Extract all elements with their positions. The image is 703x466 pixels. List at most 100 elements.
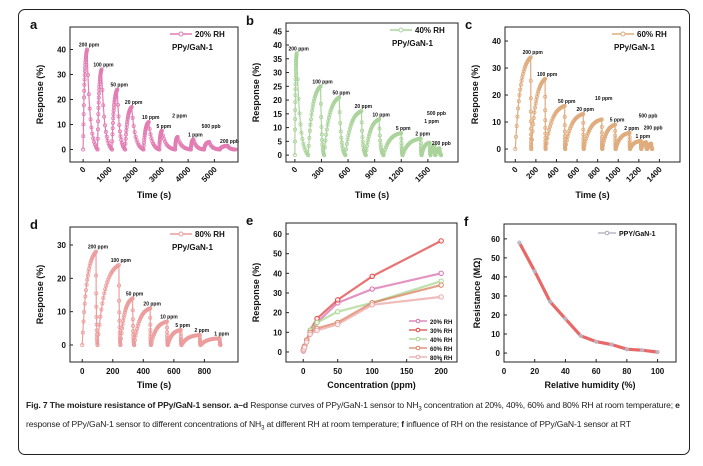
data-point <box>517 240 522 245</box>
x-tick-label: 400 <box>545 165 561 181</box>
concentration-label: 200 ppb <box>220 139 239 145</box>
data-point <box>320 145 325 150</box>
data-point <box>383 145 388 150</box>
data-point <box>528 55 533 60</box>
data-point <box>118 336 123 341</box>
x-axis-label: Concentration (ppm) <box>327 380 416 390</box>
data-point <box>581 120 586 125</box>
data-point <box>614 144 619 149</box>
data-point <box>95 342 100 347</box>
data-point <box>103 123 108 128</box>
data-point <box>543 76 548 81</box>
panel-d: d 0 10 20 30 0 200 400 600 800 Time (s) Response (%… <box>30 217 239 390</box>
y-axis-label: Response (%) <box>35 265 45 325</box>
x-tick-label: 900 <box>363 165 379 181</box>
y-tick-label: 30 <box>492 64 501 73</box>
data-point <box>307 135 312 140</box>
x-tick-label: 2000 <box>121 165 140 184</box>
data-point <box>325 123 330 128</box>
data-point <box>117 298 122 303</box>
y-tick-label: 20 <box>273 309 282 318</box>
data-point <box>365 144 370 149</box>
data-point <box>293 100 298 105</box>
data-point <box>85 273 90 278</box>
y-tick-label: 10 <box>57 308 66 317</box>
data-point <box>207 139 212 144</box>
data-point <box>367 132 372 137</box>
panel-letter: c <box>465 17 472 32</box>
concentration-label: 100 ppm <box>93 63 114 69</box>
data-point <box>82 310 87 315</box>
concentration-label: 10 ppm <box>160 315 178 321</box>
data-point <box>343 153 348 158</box>
legend-marker <box>415 345 421 351</box>
caption-segment: e <box>675 400 680 410</box>
data-point <box>613 137 618 142</box>
data-point <box>338 121 343 126</box>
y-tick-label: 60 <box>491 235 500 244</box>
data-point <box>136 321 141 326</box>
data-point <box>159 128 164 133</box>
data-point <box>111 105 116 110</box>
x-tick-label: 100 <box>366 367 380 376</box>
data-point <box>85 277 90 282</box>
legend-marker <box>415 318 421 324</box>
caption-segment: concentration at 20%, 40%, 60% and 80% R… <box>421 400 676 410</box>
data-point <box>80 342 85 347</box>
y-tick-label: 0 <box>278 348 283 357</box>
data-point <box>95 147 100 152</box>
caption-segment: Fig. 7 The moisture resistance of PPy/Ga… <box>26 400 234 410</box>
data-point <box>567 128 572 133</box>
data-point <box>97 84 102 89</box>
data-point <box>536 89 541 94</box>
data-point <box>312 94 317 99</box>
data-point <box>318 84 323 89</box>
data-point <box>563 147 568 152</box>
data-point <box>81 319 86 324</box>
data-point <box>418 136 423 141</box>
data-point <box>292 153 297 158</box>
data-point <box>581 127 586 132</box>
panel-letter: a <box>30 17 38 32</box>
data-point <box>339 140 344 145</box>
data-point <box>311 101 316 106</box>
data-point <box>529 147 534 152</box>
data-point <box>132 338 137 343</box>
data-point <box>303 148 308 153</box>
concentration-label: 500 ppb <box>639 113 658 119</box>
caption-segment: 3 <box>261 425 265 432</box>
concentration-label: 2 ppm <box>624 126 639 132</box>
data-point <box>120 322 125 327</box>
data-point <box>123 141 128 146</box>
data-point <box>529 137 534 142</box>
data-point <box>348 124 353 129</box>
y-axis-label: Response (%) <box>251 263 261 323</box>
data-point <box>87 106 92 111</box>
data-point <box>130 296 135 301</box>
y-tick-label: 40 <box>273 41 282 50</box>
data-point <box>602 136 607 141</box>
y-tick-label: 20 <box>492 91 501 100</box>
x-tick-label: 5000 <box>200 165 219 184</box>
data-point <box>377 133 382 138</box>
data-point <box>594 339 599 344</box>
response-curve <box>514 55 653 152</box>
data-point <box>514 123 519 128</box>
data-point <box>602 138 607 143</box>
data-point <box>94 273 99 278</box>
data-point <box>82 301 87 306</box>
data-point <box>296 96 301 101</box>
x-tick-label: 800 <box>198 367 212 376</box>
concentration-label: 1 ppm <box>636 134 651 140</box>
data-point <box>130 115 135 120</box>
data-point <box>327 112 332 117</box>
data-point <box>98 314 103 319</box>
data-point <box>530 129 535 134</box>
data-point <box>137 319 142 324</box>
data-point <box>369 273 375 279</box>
x-tick-label: 1500 <box>413 165 432 184</box>
concentration-label: 5 ppm <box>175 323 190 329</box>
x-tick-label: 0 <box>502 367 507 376</box>
data-point <box>84 282 89 287</box>
concentration-label: 10 ppm <box>595 96 613 102</box>
